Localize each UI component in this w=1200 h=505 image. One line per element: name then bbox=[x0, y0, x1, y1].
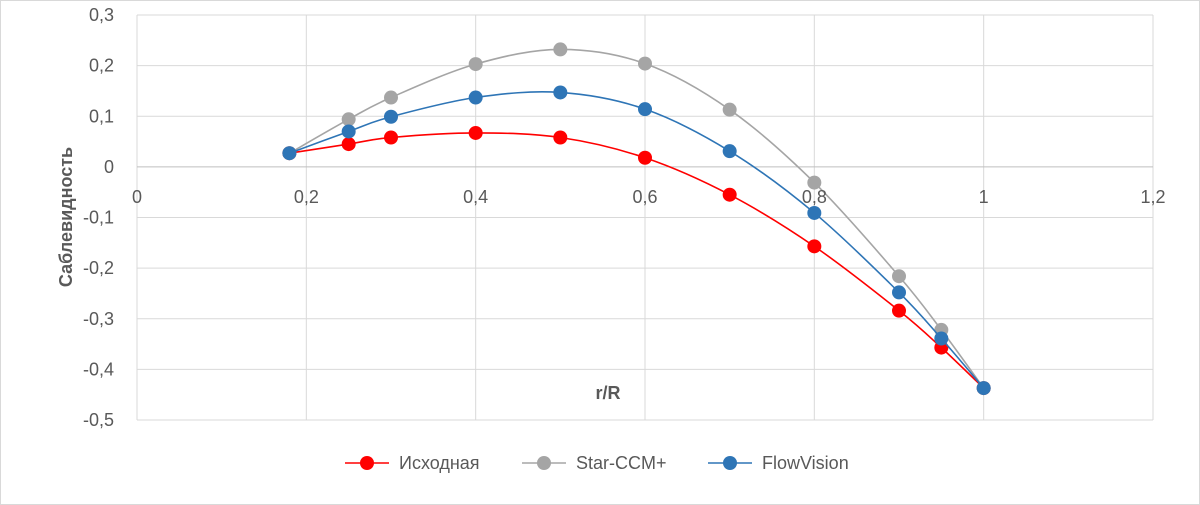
series-2 bbox=[282, 42, 991, 396]
legend-item: Исходная bbox=[345, 453, 480, 473]
data-point bbox=[468, 125, 483, 140]
x-tick-label: 0,2 bbox=[294, 187, 319, 207]
data-point bbox=[384, 109, 398, 124]
ticks-layer: 0 0,2 0,4 0,6 0,8 1 1,2 0,3 0,2 0,1 0 -0,1 -0,2 -0,3 -… bbox=[83, 5, 1166, 430]
data-point bbox=[341, 137, 356, 152]
legend-marker bbox=[537, 456, 551, 470]
data-point bbox=[722, 102, 737, 117]
y-tick-label: -0,3 bbox=[83, 309, 114, 329]
x-axis-title: r/R bbox=[595, 383, 620, 403]
data-point bbox=[934, 331, 949, 346]
data-point bbox=[722, 187, 737, 202]
y-tick-label: -0,4 bbox=[83, 359, 114, 379]
data-point bbox=[638, 150, 652, 165]
y-tick-label: 0,1 bbox=[89, 106, 114, 126]
data-point bbox=[807, 205, 822, 220]
data-point bbox=[468, 90, 483, 105]
data-point bbox=[892, 285, 906, 300]
y-tick-label: 0,3 bbox=[89, 5, 114, 25]
y-tick-label: -0,5 bbox=[83, 410, 114, 430]
x-tick-label: 0,8 bbox=[802, 187, 827, 207]
x-tick-label: 0 bbox=[132, 187, 142, 207]
x-tick-label: 0,4 bbox=[463, 187, 488, 207]
legend-label: Star-CCM+ bbox=[576, 453, 667, 473]
data-point bbox=[807, 175, 822, 190]
legend-item: Star-CCM+ bbox=[522, 453, 667, 473]
y-axis-title: Саблевидность bbox=[56, 147, 76, 287]
series-line bbox=[289, 132, 985, 389]
data-point bbox=[976, 381, 991, 396]
legend-marker bbox=[723, 456, 737, 470]
legend-marker bbox=[360, 456, 374, 470]
data-point bbox=[553, 85, 568, 100]
series-layer bbox=[282, 42, 991, 396]
data-point bbox=[384, 130, 398, 145]
data-point bbox=[341, 124, 356, 139]
data-point bbox=[638, 56, 652, 71]
data-point bbox=[468, 57, 483, 72]
y-tick-label: 0 bbox=[104, 157, 114, 177]
data-point bbox=[892, 269, 906, 284]
data-point bbox=[553, 130, 568, 145]
y-tick-label: 0,2 bbox=[89, 56, 114, 76]
y-tick-label: -0,2 bbox=[83, 258, 114, 278]
series-3 bbox=[282, 85, 991, 396]
legend-item: FlowVision bbox=[708, 453, 849, 473]
legend-label: FlowVision bbox=[762, 453, 849, 473]
legend-label: Исходная bbox=[399, 453, 480, 473]
legend: Исходная Star-CCM+ FlowVision bbox=[345, 453, 849, 473]
data-point bbox=[341, 112, 356, 127]
data-point bbox=[892, 303, 906, 318]
x-tick-label: 1 bbox=[979, 187, 989, 207]
data-point bbox=[638, 102, 652, 117]
x-tick-label: 0,6 bbox=[632, 187, 657, 207]
data-point bbox=[553, 42, 568, 57]
y-tick-label: -0,1 bbox=[83, 208, 114, 228]
data-point bbox=[282, 146, 297, 161]
data-point bbox=[807, 239, 822, 254]
data-point bbox=[384, 90, 398, 105]
grid-layer bbox=[136, 14, 1154, 421]
x-tick-label: 1,2 bbox=[1140, 187, 1165, 207]
data-point bbox=[722, 144, 737, 159]
